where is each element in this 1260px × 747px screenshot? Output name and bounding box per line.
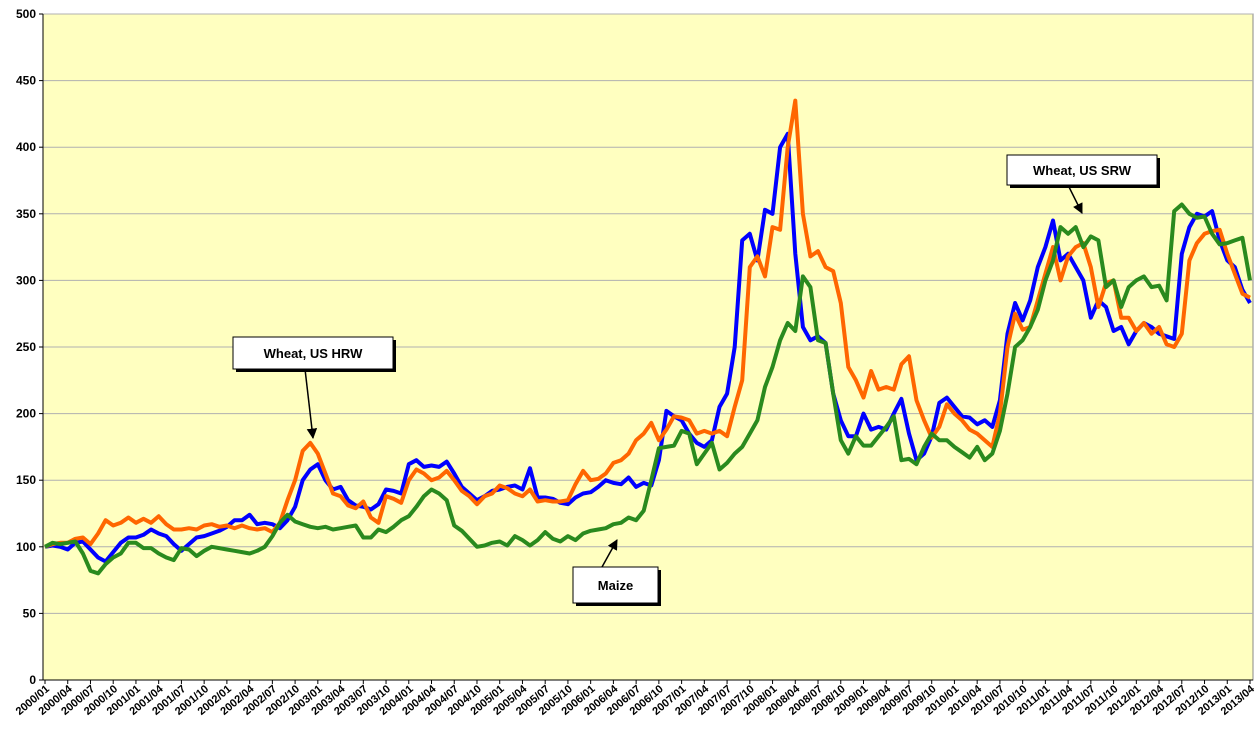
annotation-arrow <box>1067 184 1083 214</box>
series-line <box>44 202 1252 576</box>
series-line <box>44 131 1252 564</box>
annotation-text: Wheat, US HRW <box>264 346 363 361</box>
y-tick-label: 150 <box>16 473 36 487</box>
y-tick-label: 350 <box>16 207 36 221</box>
y-tick-label: 450 <box>16 74 36 88</box>
annotation-text: Wheat, US SRW <box>1033 163 1132 178</box>
series-line <box>44 98 1251 549</box>
y-tick-label: 100 <box>16 540 36 554</box>
annotation-box <box>1006 154 1158 186</box>
annotation-arrow <box>601 539 618 568</box>
y-tick-label: 300 <box>16 273 36 287</box>
annotation-arrow <box>304 368 318 440</box>
y-tick-label: 250 <box>16 340 36 354</box>
annotation-text: Maize <box>598 578 633 593</box>
y-tick-label: 0 <box>29 673 36 687</box>
annotation-box <box>572 566 659 604</box>
y-tick-label: 400 <box>16 140 36 154</box>
y-tick-label: 200 <box>16 407 36 421</box>
y-tick-label: 500 <box>16 7 36 21</box>
annotation-box <box>232 336 394 370</box>
y-tick-label: 50 <box>23 606 37 620</box>
